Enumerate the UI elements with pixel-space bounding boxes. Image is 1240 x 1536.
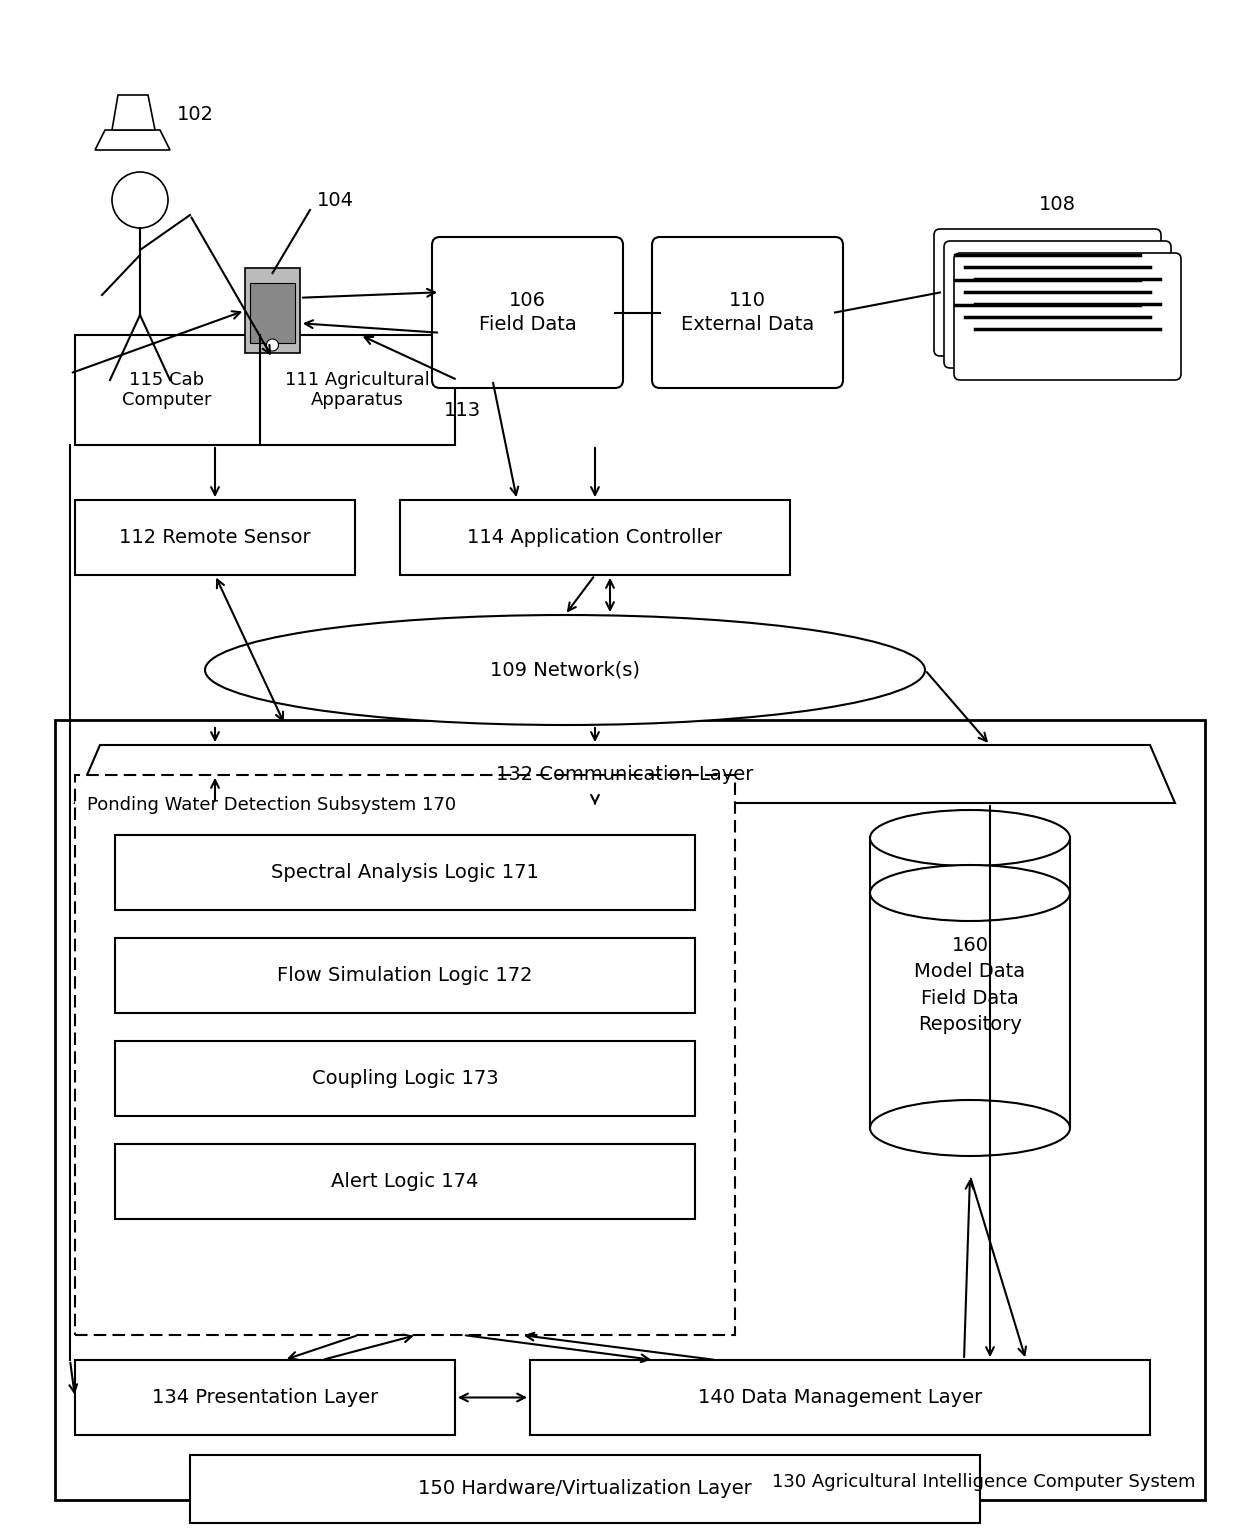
Text: 150 Hardware/Virtualization Layer: 150 Hardware/Virtualization Layer [418,1479,751,1499]
Ellipse shape [870,809,1070,866]
Text: Spectral Analysis Logic 171: Spectral Analysis Logic 171 [272,863,539,882]
Bar [74,776,735,1335]
Ellipse shape [870,865,1070,922]
Text: 102: 102 [176,106,213,124]
Polygon shape [112,95,155,131]
FancyBboxPatch shape [432,237,622,389]
Bar [115,938,694,1014]
FancyBboxPatch shape [944,241,1171,369]
Text: 104: 104 [316,190,353,209]
FancyBboxPatch shape [934,229,1161,356]
Circle shape [267,339,279,352]
Text: 112 Remote Sensor: 112 Remote Sensor [119,528,311,547]
Text: 110
External Data: 110 External Data [681,290,815,335]
Text: 160
Model Data
Field Data
Repository: 160 Model Data Field Data Repository [914,935,1025,1034]
Bar [115,1041,694,1117]
Text: 115 Cab
Computer: 115 Cab Computer [123,370,212,410]
Text: Flow Simulation Logic 172: Flow Simulation Logic 172 [278,966,533,985]
Text: 106
Field Data: 106 Field Data [479,290,577,335]
Bar [74,501,355,574]
Text: 140 Data Management Layer: 140 Data Management Layer [698,1389,982,1407]
Text: 134 Presentation Layer: 134 Presentation Layer [151,1389,378,1407]
Text: 113: 113 [444,401,481,419]
FancyBboxPatch shape [954,253,1180,379]
Bar [401,501,790,574]
FancyBboxPatch shape [652,237,843,389]
Text: 109 Network(s): 109 Network(s) [490,660,640,679]
Ellipse shape [870,1100,1070,1157]
Text: 111 Agricultural
Apparatus: 111 Agricultural Apparatus [285,370,429,410]
Text: Coupling Logic 173: Coupling Logic 173 [311,1069,498,1087]
Bar [115,1144,694,1220]
Ellipse shape [205,614,925,725]
Text: 114 Application Controller: 114 Application Controller [467,528,723,547]
Text: 108: 108 [1039,195,1076,215]
Bar [246,267,300,353]
Text: Alert Logic 174: Alert Logic 174 [331,1172,479,1190]
Text: Ponding Water Detection Subsystem 170: Ponding Water Detection Subsystem 170 [87,796,456,814]
Polygon shape [74,745,1176,803]
Bar [74,1359,455,1435]
Bar [250,283,295,343]
Bar [115,836,694,909]
Circle shape [112,172,167,227]
Bar [529,1359,1149,1435]
Bar [74,335,455,445]
Text: 130 Agricultural Intelligence Computer System: 130 Agricultural Intelligence Computer S… [771,1473,1195,1491]
Polygon shape [95,131,170,151]
Bar [55,720,1205,1501]
Bar [190,1455,980,1524]
Text: 132 Communication Layer: 132 Communication Layer [496,765,754,783]
